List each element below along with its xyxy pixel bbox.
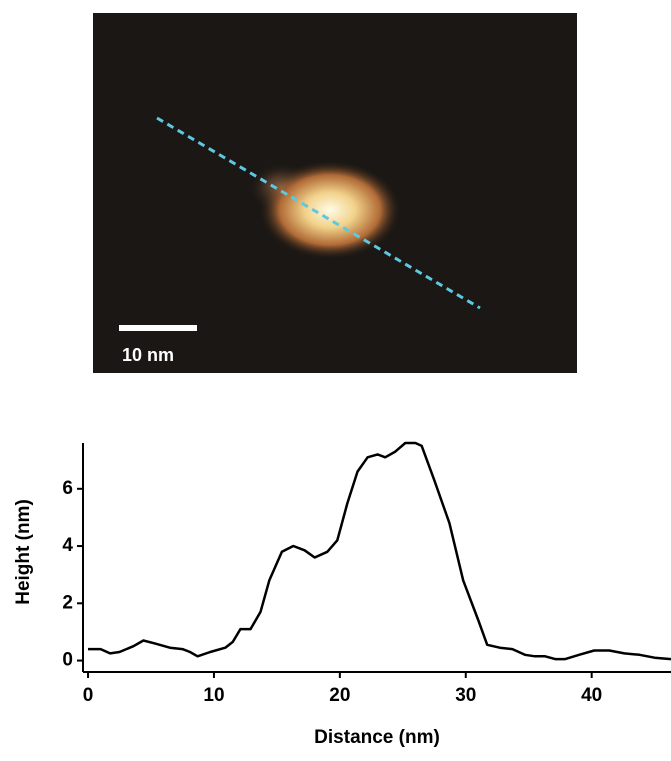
particle	[258, 160, 402, 260]
x-tick-label: 10	[203, 685, 224, 706]
line-plot: Height (nm) Distance (nm) 0 2 4 6 0 10 20 30 40	[13, 441, 671, 748]
y-tick-label: 4	[62, 535, 73, 556]
y-tick-label: 0	[62, 650, 73, 671]
x-tick-label: 30	[455, 685, 476, 706]
x-tick-label: 20	[329, 685, 350, 706]
y-tick-label: 2	[62, 592, 73, 613]
x-axis-label: Distance (nm)	[314, 727, 440, 748]
y-axis-label: Height (nm)	[13, 499, 34, 605]
y-tick-label: 6	[62, 478, 73, 499]
scale-bar-label: 10 nm	[122, 345, 174, 365]
profile-line	[156, 116, 481, 310]
x-tick-label: 40	[581, 685, 602, 706]
x-tick-label: 0	[83, 685, 94, 706]
scale-bar	[119, 325, 197, 331]
afm-image: 10 nm	[93, 13, 577, 373]
profile-line	[88, 441, 671, 661]
